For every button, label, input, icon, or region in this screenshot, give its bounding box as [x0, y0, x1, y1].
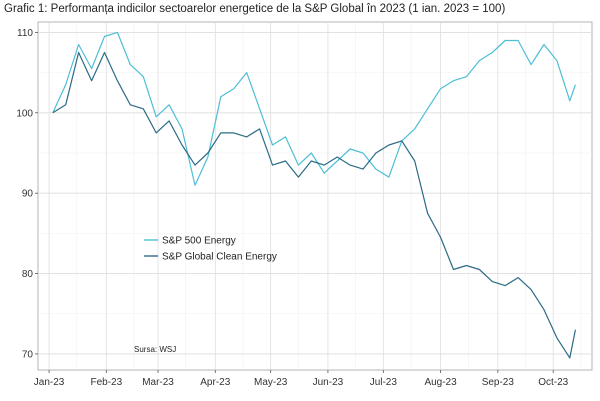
series-lines — [52, 31, 576, 359]
x-axis: Jan-23 Feb-23 Mar-23 Apr-23 May-23 Jun-23 Jul-… — [34, 370, 569, 388]
legend-label: S&P Global Clean Energy — [162, 252, 277, 263]
y-tick-label: 70 — [22, 349, 34, 360]
x-tick-label: Sep-23 — [482, 377, 515, 388]
x-tick-label: Aug-23 — [424, 377, 457, 388]
y-tick-label: 110 — [17, 28, 33, 39]
gridlines — [38, 22, 592, 370]
chart-title: Grafic 1: Performanța indicilor sectoare… — [4, 3, 506, 15]
x-tick-label: Feb-23 — [90, 377, 122, 388]
x-tick-label: May-23 — [254, 377, 288, 388]
legend: S&P 500 Energy S&P Global Clean Energy — [144, 236, 277, 263]
y-tick-label: 100 — [16, 108, 33, 119]
source-note: Sursa: WSJ — [134, 345, 176, 354]
series-line — [52, 51, 576, 359]
y-axis: 70 80 90 100 110 — [16, 28, 38, 360]
x-tick-label: Jun-23 — [313, 377, 344, 388]
legend-label: S&P 500 Energy — [162, 236, 236, 247]
x-tick-label: Mar-23 — [142, 377, 174, 388]
y-tick-label: 90 — [22, 189, 34, 200]
x-tick-label: Jan-23 — [34, 377, 65, 388]
y-tick-label: 80 — [22, 269, 34, 280]
x-tick-label: Apr-23 — [200, 377, 230, 388]
x-tick-label: Oct-23 — [538, 377, 568, 388]
plot-area — [37, 21, 593, 371]
x-tick-label: Jul-23 — [370, 377, 398, 388]
